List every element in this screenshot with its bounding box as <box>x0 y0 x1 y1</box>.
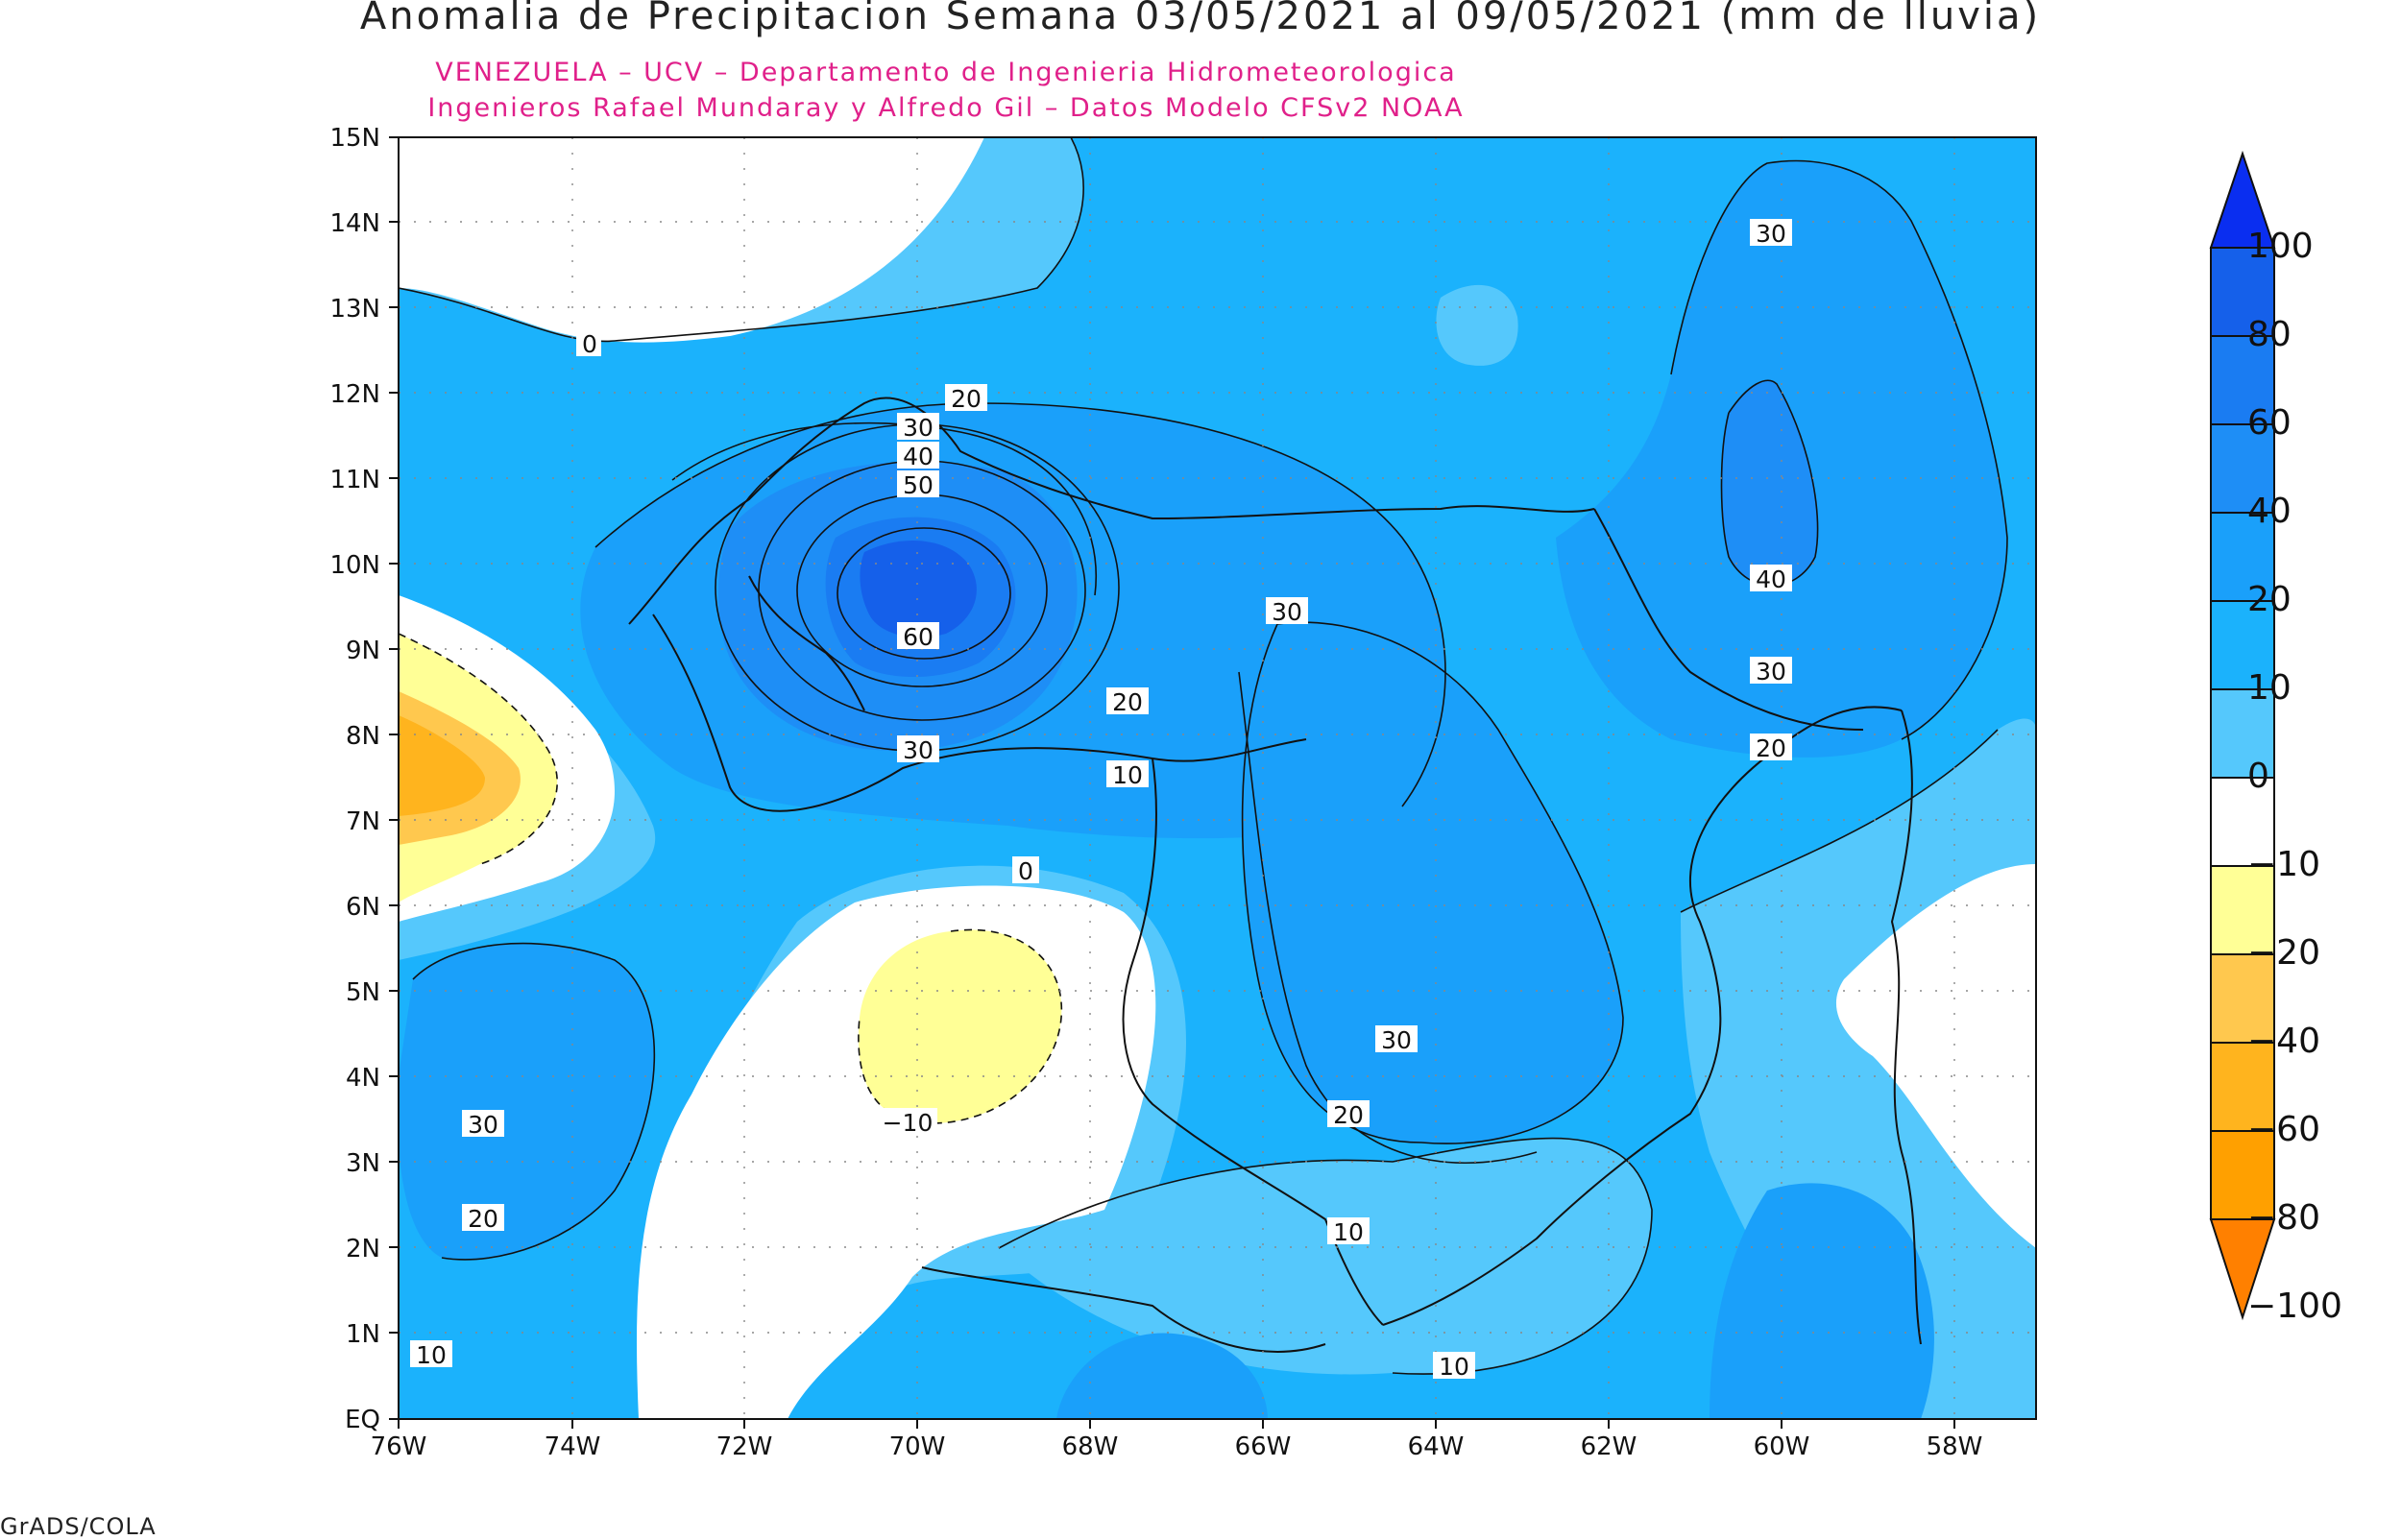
lat-label: 3N <box>346 1149 380 1178</box>
contour-label: 60 <box>903 623 934 651</box>
tick-marks <box>389 136 1955 1429</box>
lat-label: 12N <box>329 380 380 409</box>
map-title: Anomalia de Precipitacion Semana 03/05/2… <box>359 0 2042 38</box>
lat-label: 2N <box>346 1235 380 1263</box>
contour-label: 20 <box>468 1205 498 1233</box>
subtitle-institution: VENEZUELA – UCV – Departamento de Ingeni… <box>435 58 1457 87</box>
contour-label: 20 <box>951 385 982 413</box>
colorbar-label: 80 <box>2247 315 2292 354</box>
lon-label: 58W <box>1927 1432 1983 1461</box>
lat-label: 6N <box>346 893 380 922</box>
colorbar-label: 20 <box>2247 580 2292 619</box>
contour-label: 50 <box>903 471 934 499</box>
colorbar-label: 100 <box>2247 227 2314 266</box>
colorbar-label: −60 <box>2247 1110 2320 1149</box>
plot-frame <box>398 136 2037 1420</box>
lat-label: 9N <box>346 637 380 665</box>
contour-label: 30 <box>903 736 934 764</box>
contour-label: 30 <box>468 1111 498 1139</box>
lon-label: 66W <box>1235 1432 1292 1461</box>
anomaly-field <box>399 137 2036 1419</box>
contour-label: 30 <box>1756 220 1786 248</box>
colorbar-segment <box>2210 777 2275 867</box>
colorbar-segment <box>2210 247 2275 337</box>
contour-label: 20 <box>1756 734 1786 762</box>
longitude-labels: 76W 74W 72W 70W 68W 66W 64W 62W 60W 58W <box>371 1432 1983 1461</box>
colorbar-label: 60 <box>2247 403 2292 443</box>
lon-label: 72W <box>716 1432 773 1461</box>
contour-label: 30 <box>1272 598 1302 626</box>
lat-label: EQ <box>345 1406 380 1434</box>
lon-label: 62W <box>1581 1432 1637 1461</box>
colorbar-segment <box>2210 335 2275 425</box>
lon-label: 64W <box>1408 1432 1465 1461</box>
lat-label: 8N <box>346 722 380 751</box>
lon-label: 76W <box>371 1432 427 1461</box>
lon-label: 68W <box>1062 1432 1119 1461</box>
colorbar-segment <box>2210 1130 2275 1220</box>
contour-label: −10 <box>883 1109 934 1137</box>
lat-label: 14N <box>329 209 380 238</box>
colorbar-segment <box>2210 600 2275 690</box>
contour-label: 10 <box>416 1341 447 1369</box>
lat-label: 10N <box>329 551 380 580</box>
latitude-labels: EQ 1N 2N 3N 4N 5N 6N 7N 8N 9N 10N 11N 12… <box>329 124 380 1434</box>
colorbar-segment <box>2209 1218 2276 1321</box>
colorbar-label: −40 <box>2247 1022 2320 1061</box>
lat-label: 4N <box>346 1064 380 1093</box>
colorbar-segment <box>2210 953 2275 1044</box>
colorbar-label: −80 <box>2247 1198 2320 1238</box>
lat-label: 7N <box>346 807 380 836</box>
contour-label: 30 <box>1381 1026 1412 1054</box>
colorbar-label: −10 <box>2247 845 2320 884</box>
contour-label: 20 <box>1112 688 1143 716</box>
contour-label: 10 <box>1112 761 1143 789</box>
contour-label: 30 <box>903 414 934 442</box>
colorbar-labels: 100 80 60 40 20 10 0 −10 −20 −40 −60 −80… <box>2247 227 2342 1326</box>
contour-lines <box>399 137 2008 1375</box>
contour-label: 0 <box>582 330 597 358</box>
footer-credit: GrADS/COLA <box>0 1513 157 1540</box>
colorbar-segment <box>2210 1042 2275 1132</box>
lon-label: 74W <box>545 1432 601 1461</box>
colorbar-label: 10 <box>2247 668 2292 708</box>
subtitle-authors: Ingenieros Rafael Mundaray y Alfredo Gil… <box>427 93 1465 123</box>
lat-label: 13N <box>329 295 380 324</box>
contour-label: 0 <box>1018 857 1033 885</box>
contour-label: 40 <box>1756 565 1786 593</box>
colorbar <box>2209 150 2276 1321</box>
contour-label: 30 <box>1756 658 1786 686</box>
lon-label: 70W <box>889 1432 946 1461</box>
colorbar-label: 40 <box>2247 492 2292 531</box>
contour-label: 10 <box>1333 1218 1364 1246</box>
lat-label: 15N <box>329 124 380 153</box>
contour-label: 40 <box>903 443 934 470</box>
lat-label: 1N <box>346 1320 380 1349</box>
colorbar-segment <box>2210 512 2275 602</box>
colorbar-label: −20 <box>2247 933 2320 973</box>
colorbar-segment <box>2210 865 2275 955</box>
contour-value-labels: 0 20 30 40 50 60 30 20 10 0 30 30 40 30 … <box>410 219 1792 1381</box>
lat-label: 5N <box>346 978 380 1007</box>
lat-label: 11N <box>329 466 380 494</box>
colorbar-label: −100 <box>2247 1287 2342 1326</box>
colorbar-label: 0 <box>2247 757 2269 796</box>
contour-label: 20 <box>1333 1101 1364 1129</box>
lon-label: 60W <box>1754 1432 1810 1461</box>
contour-label: 10 <box>1439 1353 1469 1381</box>
